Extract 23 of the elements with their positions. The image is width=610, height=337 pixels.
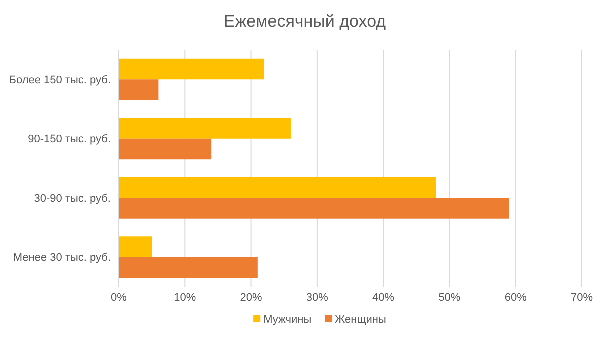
x-tick-label: 20% bbox=[240, 292, 263, 304]
y-tick-label: 30-90 тыс. руб. bbox=[34, 192, 111, 205]
bar bbox=[119, 58, 265, 80]
x-tick-label: 0% bbox=[111, 292, 128, 304]
legend-label: Мужчины bbox=[264, 314, 312, 326]
chart-title: Ежемесячный доход bbox=[224, 12, 386, 31]
x-tick-label: 50% bbox=[438, 292, 461, 304]
bar bbox=[119, 118, 291, 139]
x-tick-label: 30% bbox=[306, 292, 329, 304]
x-tick-label: 10% bbox=[174, 292, 196, 304]
x-tick-label: 60% bbox=[504, 292, 528, 304]
bar bbox=[119, 236, 152, 258]
legend-label: Женщины bbox=[335, 314, 386, 326]
y-tick-label: Более 150 тыс. руб. bbox=[9, 74, 111, 86]
x-tick-label: 40% bbox=[372, 292, 395, 304]
x-tick-label: 70% bbox=[570, 292, 594, 304]
y-tick-label: Менее 30 тыс. руб. bbox=[13, 252, 111, 264]
bar bbox=[119, 198, 510, 219]
bar bbox=[119, 80, 159, 100]
bar bbox=[119, 138, 212, 160]
bar bbox=[119, 177, 436, 198]
bar bbox=[119, 257, 258, 278]
y-tick-label: 90-150 тыс. руб. bbox=[28, 134, 111, 146]
